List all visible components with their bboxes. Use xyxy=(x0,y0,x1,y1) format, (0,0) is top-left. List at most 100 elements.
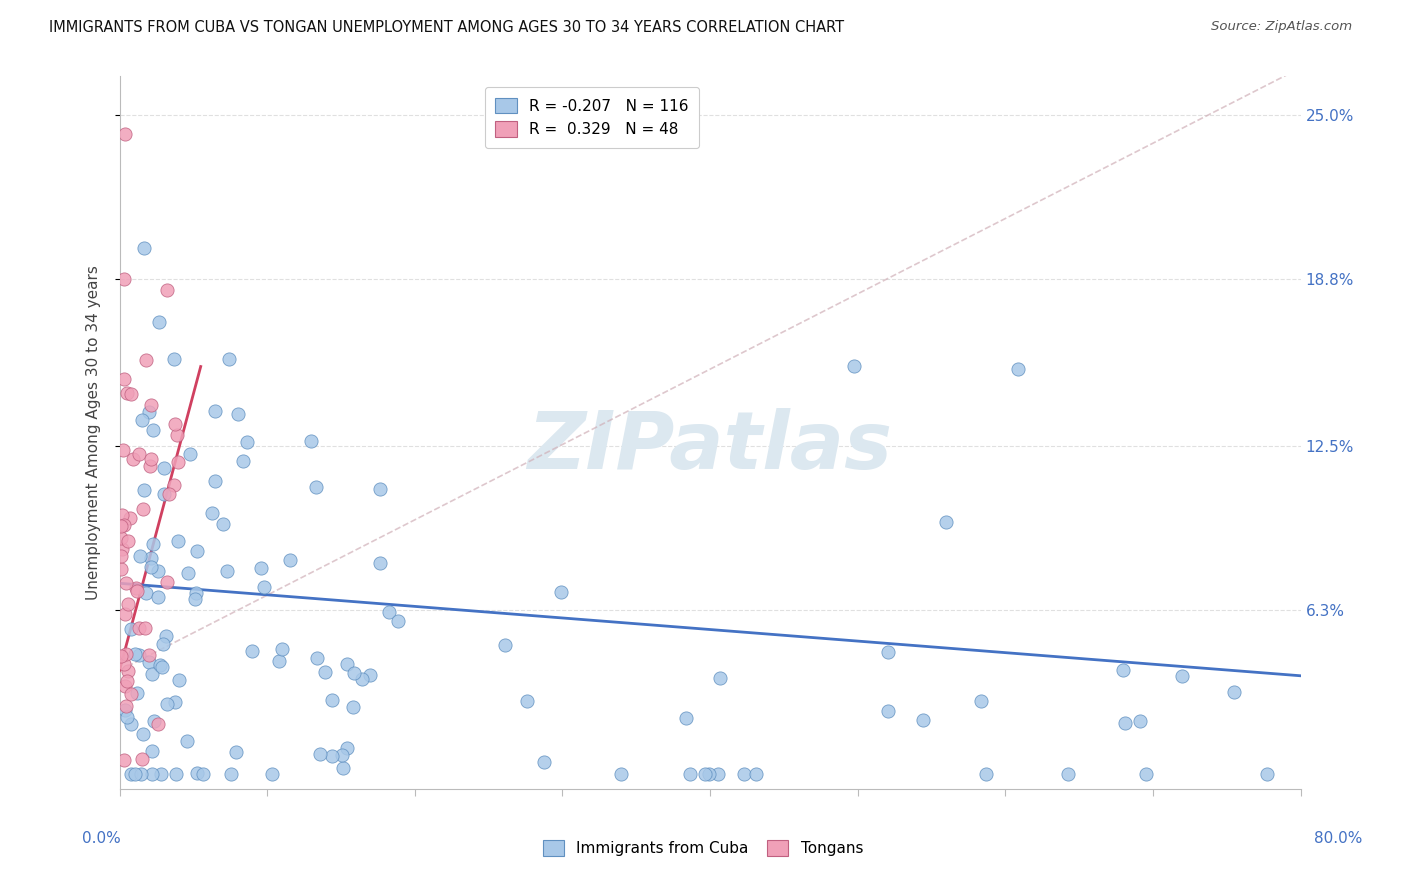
Point xyxy=(155,629,177,643)
Point xyxy=(112,272,135,286)
Point xyxy=(167,673,190,688)
Point xyxy=(110,648,132,663)
Point xyxy=(184,585,207,599)
Point xyxy=(877,645,900,659)
Point xyxy=(250,561,273,575)
Point xyxy=(342,700,364,714)
Point xyxy=(115,386,138,401)
Point xyxy=(114,703,136,717)
Point xyxy=(336,740,359,755)
Point xyxy=(141,550,163,565)
Point xyxy=(117,665,139,679)
Point xyxy=(141,667,163,681)
Point xyxy=(131,752,153,766)
Point xyxy=(111,542,134,557)
Point xyxy=(935,516,957,530)
Point xyxy=(217,565,239,579)
Point xyxy=(138,405,160,419)
Point xyxy=(1114,716,1136,731)
Text: 80.0%: 80.0% xyxy=(1315,831,1362,847)
Point xyxy=(332,761,354,775)
Point xyxy=(124,766,146,780)
Point xyxy=(142,423,165,437)
Point xyxy=(115,673,138,688)
Point xyxy=(125,686,148,700)
Point xyxy=(1135,766,1157,780)
Point xyxy=(550,585,572,599)
Point xyxy=(693,766,716,780)
Point xyxy=(305,480,328,494)
Point xyxy=(129,549,152,563)
Point xyxy=(745,766,768,780)
Point xyxy=(1171,669,1194,683)
Point xyxy=(134,241,156,255)
Point xyxy=(204,475,226,489)
Point xyxy=(153,461,176,475)
Point xyxy=(141,766,163,780)
Point xyxy=(1112,664,1135,678)
Point xyxy=(228,407,250,421)
Point xyxy=(124,581,146,595)
Point xyxy=(129,766,152,780)
Point xyxy=(135,353,157,368)
Point xyxy=(697,766,720,780)
Point xyxy=(167,455,190,469)
Point xyxy=(150,659,173,673)
Point xyxy=(149,657,172,672)
Text: IMMIGRANTS FROM CUBA VS TONGAN UNEMPLOYMENT AMONG AGES 30 TO 34 YEARS CORRELATIO: IMMIGRANTS FROM CUBA VS TONGAN UNEMPLOYM… xyxy=(49,20,845,35)
Point xyxy=(167,533,190,548)
Point xyxy=(494,638,516,652)
Point xyxy=(270,641,292,656)
Point xyxy=(201,506,224,520)
Point xyxy=(212,517,235,532)
Point xyxy=(149,766,172,780)
Point xyxy=(516,694,538,708)
Point xyxy=(138,458,160,473)
Point xyxy=(111,508,134,522)
Y-axis label: Unemployment Among Ages 30 to 34 years: Unemployment Among Ages 30 to 34 years xyxy=(86,265,101,600)
Point xyxy=(330,748,353,763)
Point xyxy=(114,647,136,661)
Text: 0.0%: 0.0% xyxy=(82,831,121,847)
Point xyxy=(135,585,157,599)
Point xyxy=(142,714,165,728)
Point xyxy=(110,562,132,576)
Point xyxy=(1007,361,1029,376)
Point xyxy=(269,654,291,668)
Point xyxy=(1056,766,1078,780)
Point xyxy=(876,704,898,718)
Point xyxy=(120,766,142,780)
Point xyxy=(359,668,381,682)
Point xyxy=(127,583,149,598)
Point xyxy=(141,559,163,574)
Point xyxy=(148,591,170,605)
Point xyxy=(157,486,180,500)
Point xyxy=(166,427,188,442)
Point xyxy=(134,483,156,498)
Point xyxy=(262,766,284,780)
Point xyxy=(131,726,153,740)
Point xyxy=(121,452,143,467)
Point xyxy=(301,434,323,448)
Point xyxy=(309,747,332,761)
Point xyxy=(679,766,702,780)
Point xyxy=(1223,684,1246,698)
Point xyxy=(148,717,170,731)
Point xyxy=(152,637,174,651)
Point xyxy=(148,315,170,329)
Point xyxy=(305,651,328,665)
Point xyxy=(115,576,138,591)
Point xyxy=(707,766,730,780)
Point xyxy=(165,766,187,780)
Point xyxy=(131,413,153,427)
Point xyxy=(1256,766,1278,780)
Point xyxy=(335,657,357,671)
Point xyxy=(186,544,208,558)
Point xyxy=(148,564,170,578)
Point xyxy=(114,607,136,621)
Point xyxy=(191,766,214,780)
Legend: R = -0.207   N = 116, R =  0.329   N = 48: R = -0.207 N = 116, R = 0.329 N = 48 xyxy=(485,87,699,148)
Point xyxy=(124,648,146,662)
Point xyxy=(352,673,374,687)
Point xyxy=(131,501,153,516)
